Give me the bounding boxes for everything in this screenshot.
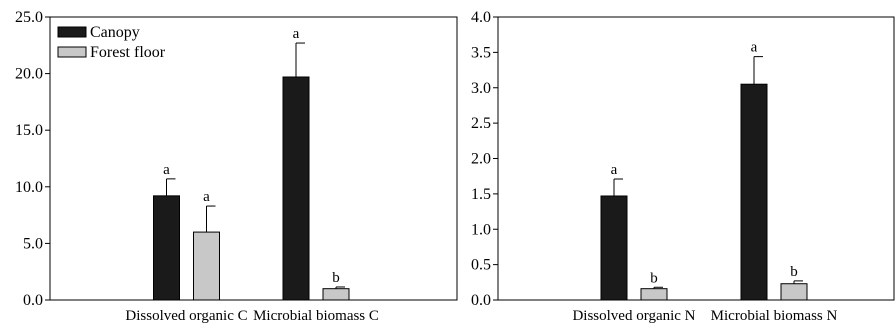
significance-letter: b [790, 264, 798, 280]
plot-frame [497, 16, 895, 301]
significance-letter: a [293, 26, 300, 42]
bar-forest-floor [780, 283, 808, 301]
y-tick-label: 3.0 [471, 80, 491, 97]
legend-swatch [57, 46, 87, 58]
legend-label: Canopy [90, 24, 140, 41]
x-category-label: Microbial biomass C [253, 308, 379, 324]
bar-forest-floor [640, 288, 668, 301]
y-tick-label: 0.0 [471, 292, 491, 309]
y-tick-label: 15.0 [15, 122, 43, 139]
legend-swatch [57, 26, 87, 38]
bar-canopy [740, 83, 768, 301]
bar-forest-floor [322, 288, 350, 301]
x-category-label: Dissolved organic C [125, 308, 247, 324]
bar-canopy [282, 76, 310, 301]
significance-letter: a [163, 162, 170, 178]
y-tick-label: 0.5 [471, 257, 491, 274]
y-tick-label: 1.0 [471, 221, 491, 238]
chart-panel-1: 0.0 5.0 10.0 15.0 20.0 25.0 a a Dissolved organi… [15, 9, 458, 324]
y-tick-label: 0.0 [23, 292, 43, 309]
y-tick-label: 3.5 [471, 44, 491, 61]
y-tick-label: 2.0 [471, 151, 491, 168]
significance-letter: b [332, 270, 340, 286]
y-tick-label: 4.0 [471, 9, 491, 26]
bar-forest-floor [193, 231, 220, 301]
y-tick-label: 10.0 [15, 179, 43, 196]
y-tick-label: 25.0 [15, 9, 43, 26]
significance-letter: b [650, 270, 658, 286]
y-tick-label: 5.0 [23, 235, 43, 252]
y-tick-label: 1.5 [471, 186, 491, 203]
plot-frame [49, 16, 458, 301]
significance-letter: a [751, 40, 758, 56]
bar-canopy [600, 195, 628, 301]
significance-letter: a [203, 189, 210, 205]
chart-panel-2: 0.0 0.5 1.0 1.5 2.0 2.5 3.0 3.5 4.0 a b Dissolved o… [471, 9, 895, 324]
x-category-label: Dissolved organic N [572, 308, 695, 324]
significance-letter: a [611, 162, 618, 178]
y-tick-label: 20.0 [15, 66, 43, 83]
y-tick-label: 2.5 [471, 115, 491, 132]
x-category-label: Microbial biomass N [711, 308, 838, 324]
bar-canopy [153, 195, 180, 301]
legend-label: Forest floor [90, 44, 166, 61]
